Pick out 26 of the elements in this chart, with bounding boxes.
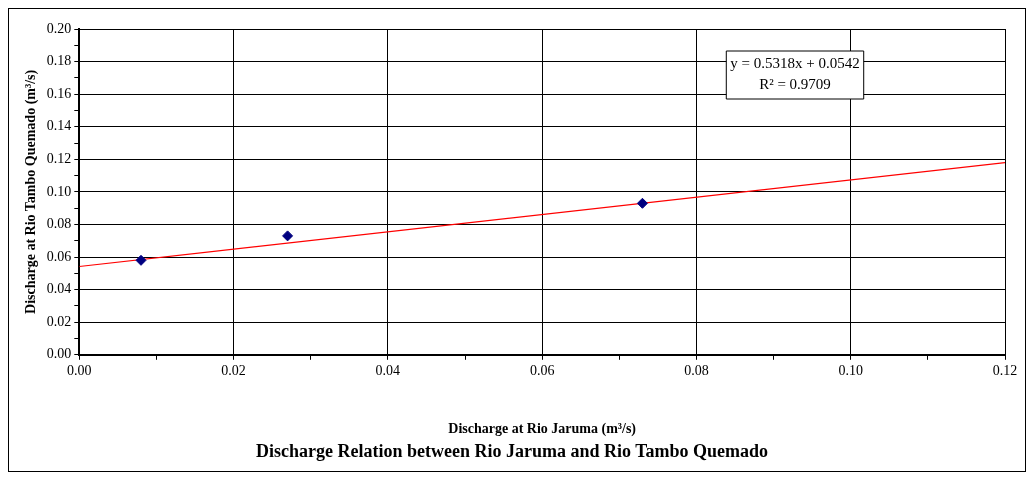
y-tick-label: 0.20 — [46, 20, 72, 36]
annotation: R² = 0.9709 — [759, 75, 831, 92]
x-tick-label: 0.06 — [529, 362, 555, 378]
y-tick-label: 0.00 — [46, 346, 72, 362]
y-axis-title: Discharge at Rio Tambo Quemado (m³/s) — [23, 69, 40, 314]
x-tick-label: 0.04 — [375, 362, 401, 378]
x-tick-label: 0.02 — [221, 362, 246, 378]
x-tick-label: 0.00 — [67, 362, 92, 378]
point — [135, 254, 147, 266]
annotation: y = 0.5318x + 0.0542 — [730, 54, 860, 71]
point — [636, 197, 648, 209]
x-tick-label: 0.12 — [992, 362, 1018, 378]
y-tick-label: 0.02 — [46, 313, 72, 329]
y-tick-label: 0.16 — [46, 85, 72, 101]
y-tick-label: 0.06 — [46, 248, 72, 264]
y-tick-label: 0.14 — [46, 118, 72, 134]
y-tick-label: 0.18 — [46, 53, 72, 69]
y-tick-label: 0.04 — [46, 281, 72, 297]
y-tick-label: 0.08 — [46, 216, 72, 232]
x-axis-title: Discharge at Rio Jaruma (m³/s) — [448, 420, 637, 437]
point — [282, 230, 294, 242]
x-tick-label: 0.08 — [684, 362, 709, 378]
text: Discharge Relation between Rio Jaruma and Rio Tambo Quemado — [255, 440, 769, 461]
y-tick-label: 0.10 — [46, 183, 72, 199]
x-tick-label: 0.10 — [838, 362, 863, 378]
y-tick-label: 0.12 — [46, 150, 72, 166]
